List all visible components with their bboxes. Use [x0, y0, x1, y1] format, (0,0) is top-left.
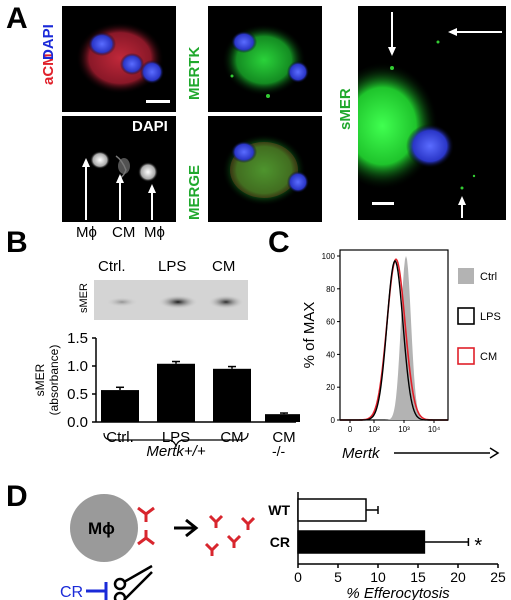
smer-label: sMER [337, 88, 354, 130]
blot-lane-ctrl: Ctrl. [98, 258, 126, 275]
y-tick-label: 40 [326, 350, 335, 359]
panel-a-letter: A [6, 2, 28, 35]
genotype-label: Mertk+/+ [146, 443, 205, 458]
arrow-right-icon [174, 518, 199, 538]
x-tick-label: 10² [368, 425, 380, 434]
blot-lane-cm: CM [212, 258, 236, 275]
x-tick-label: 10³ [398, 425, 410, 434]
bar-wt [297, 498, 367, 522]
x-tick-label-1: LPS [162, 429, 190, 446]
cell-label-cm: CM [112, 224, 136, 241]
bar-1 [157, 363, 195, 422]
x-axis-arrowhead [489, 447, 500, 459]
panel-c-letter: C [268, 226, 290, 259]
micrograph-merge-image [222, 134, 309, 206]
bar-cr [297, 530, 426, 554]
y-tick-label: 20 [326, 383, 335, 392]
micrograph-dapi-image [82, 151, 158, 220]
y-axis-label-line2: (absorbance) [47, 345, 61, 416]
cell-label-mphi-2: Mϕ [144, 224, 165, 241]
legend-label-lps: LPS [480, 311, 501, 323]
legend-label-cm: CM [480, 351, 497, 363]
category-label-0: WT [268, 502, 290, 518]
genotype-brace [103, 432, 249, 448]
ko-label: -/- [272, 443, 286, 458]
legend-swatch-ctrl [458, 268, 474, 284]
efferocytosis-schematic: Mϕ CR [60, 494, 256, 600]
y-axis-label-group: % of MAX [301, 302, 318, 369]
y-tick-label: 0.5 [67, 386, 88, 403]
plot-frame [339, 249, 449, 421]
panel-b-letter: B [6, 226, 28, 259]
y-tick-label: 0 [331, 416, 336, 425]
macrophage-label: Mϕ [88, 519, 115, 538]
series-ctrl-area [340, 256, 448, 420]
band-ctrl [106, 297, 138, 307]
micrograph-mertk-image [222, 24, 309, 98]
band-cm [208, 295, 244, 309]
scale-bar [146, 100, 170, 103]
blot-lane-lps: LPS [158, 258, 187, 275]
dapi-label-2: DAPI [132, 118, 168, 135]
x-tick-label: 25 [490, 569, 506, 585]
micrograph-smer-zoom [332, 6, 506, 220]
panel-d-letter: D [6, 480, 28, 513]
scissors-icon [113, 564, 153, 600]
mertk-label: MERTK [186, 46, 203, 100]
receptor-icon-bottom [137, 530, 155, 546]
y-tick-label: 0.0 [67, 414, 88, 431]
x-tick-label-0: Ctrl. [106, 429, 134, 446]
y-tick-label: 100 [322, 252, 336, 261]
legend-label-ctrl: Ctrl [480, 271, 497, 283]
x-tick-label: 10⁴ [428, 425, 441, 434]
scale-bar-2 [372, 202, 394, 205]
category-label-1: CR [270, 534, 290, 550]
y-tick-label: 1.0 [67, 358, 88, 375]
series-cm-line [340, 258, 448, 421]
micrograph-acm-dapi-image [76, 22, 170, 103]
y-axis-label-line1: sMER [33, 363, 47, 396]
cr-label: CR [60, 584, 83, 600]
bar-0 [101, 390, 139, 422]
x-tick-label: 15 [410, 569, 426, 585]
western-blot [94, 280, 248, 320]
series-lps-line [340, 259, 448, 421]
micrograph-merge [208, 116, 322, 222]
y-tick-label: 60 [326, 318, 335, 327]
band-lps [158, 295, 198, 309]
x-axis-label: Mertk [342, 445, 381, 462]
shed-receptor-icons [204, 514, 256, 556]
y-tick-label: 80 [326, 285, 335, 294]
micrograph-dapi: DAPI [62, 116, 176, 222]
significance-star: * [474, 535, 482, 557]
cell-label-mphi-1: Mϕ [76, 224, 97, 241]
x-tick-label: 10 [370, 569, 386, 585]
y-tick-label: 1.5 [67, 330, 88, 347]
western-blot-image [106, 295, 244, 309]
x-tick-label: 0 [348, 425, 353, 434]
efferocytosis-bar-chart: 0 5 10 15 20 25 WT CR * % Efferocytosis [268, 492, 506, 600]
legend-swatch-cm [457, 347, 475, 365]
blot-smer-label: sMER [78, 283, 90, 313]
x-tick-label-2: CM [220, 429, 243, 446]
smer-bar-chart: 0.0 0.5 1.0 1.5 Ctrl. LPS CM CM sMER (absorbance)… [33, 330, 300, 458]
micrograph-mertk [208, 6, 322, 112]
y-axis-label: % of MAX [301, 302, 318, 369]
macrophage-cell [70, 494, 138, 562]
micrograph-acm-dapi [62, 6, 176, 112]
x-tick-label: 5 [334, 569, 342, 585]
merge-label: MERGE [186, 164, 203, 220]
bar-3 [265, 414, 300, 422]
y-axis-label-group: sMER (absorbance) [33, 345, 61, 416]
receptor-icon-top [137, 506, 155, 522]
micrograph-smer-image [332, 12, 502, 218]
x-tick-label: 0 [294, 569, 302, 585]
x-tick-label-3: CM [272, 429, 295, 446]
x-tick-label: 20 [450, 569, 466, 585]
bar-2 [213, 368, 251, 422]
legend-swatch-lps [457, 307, 475, 325]
mertk-histogram: 0 20 40 60 80 100 0 10² 10³ 10⁴ % of MAX Mertk Ctrl L… [301, 249, 501, 462]
dapi-label: DAPI [40, 24, 57, 60]
x-axis-label: % Efferocytosis [346, 585, 450, 600]
